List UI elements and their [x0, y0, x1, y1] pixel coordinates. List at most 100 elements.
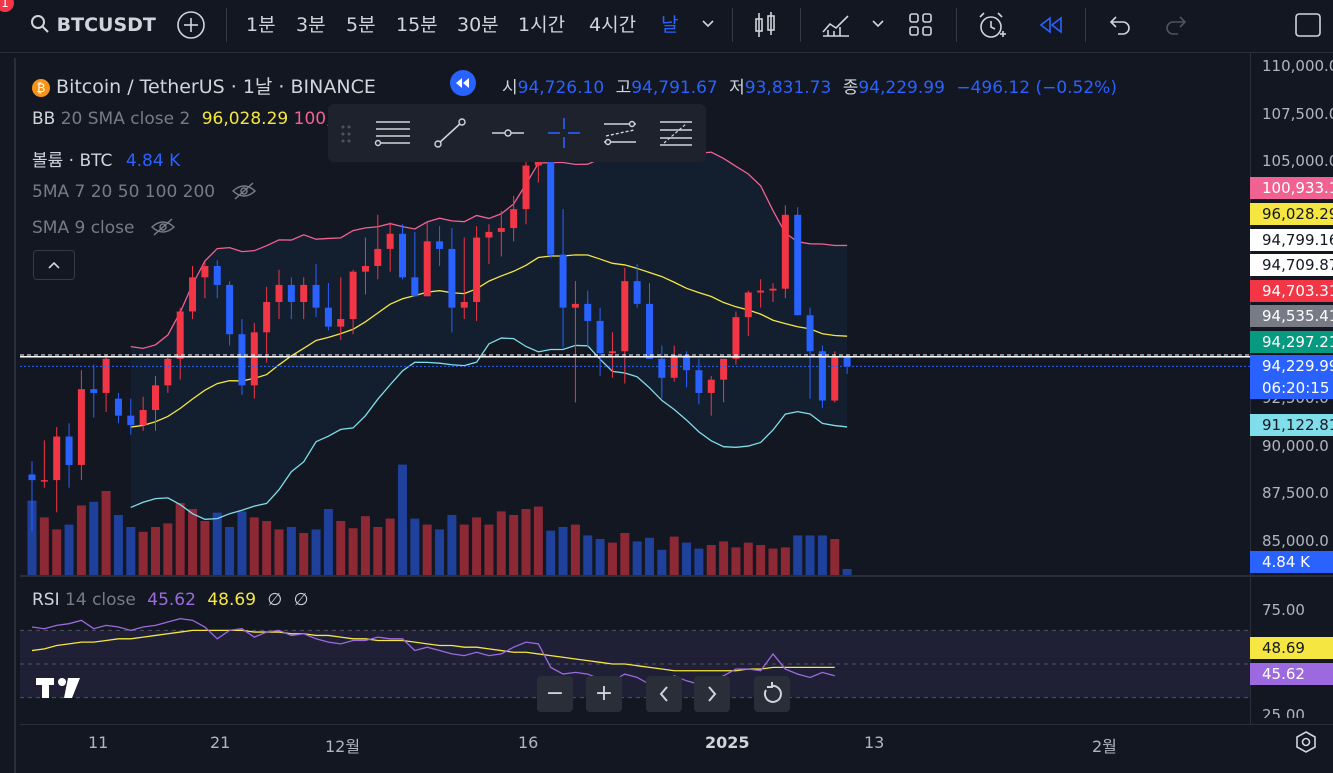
open-price-tag: 94,709.87 — [1250, 254, 1333, 276]
candle-body — [90, 389, 98, 393]
interval-1h[interactable]: 1시간 — [518, 14, 566, 36]
volume-bar — [558, 527, 568, 575]
left-panel-border — [14, 58, 16, 773]
interval-1m[interactable]: 1분 — [246, 14, 276, 36]
volume-bar — [151, 527, 160, 575]
volume-bar — [620, 533, 630, 575]
indicators-button[interactable] — [820, 10, 852, 40]
price-axis-label: 87,500.0 — [1262, 484, 1329, 502]
candle-body — [213, 265, 221, 285]
collapse-legend-button[interactable] — [33, 250, 75, 280]
volume-bar — [756, 545, 766, 575]
bb-legend[interactable]: BB 20 SMA close 2 96,028.29 100, — [32, 109, 331, 129]
volume-bar — [175, 503, 185, 575]
candle-body — [250, 332, 258, 386]
eye-off-icon[interactable] — [231, 181, 257, 201]
candle-body — [226, 284, 234, 335]
interval-1d[interactable]: 날 — [661, 14, 679, 36]
reset-chart-button[interactable] — [754, 676, 790, 712]
horizontal-ray-tool[interactable] — [488, 116, 528, 150]
candle-body — [670, 355, 678, 378]
interval-30m[interactable]: 30분 — [457, 14, 499, 36]
interval-dropdown[interactable] — [700, 10, 716, 40]
fib-retracement-tool[interactable] — [656, 116, 696, 150]
volume-bar — [410, 518, 420, 575]
parallel-channel-tool[interactable] — [600, 116, 640, 150]
candle-body — [448, 248, 456, 308]
horizontal-lines-tool[interactable] — [372, 116, 412, 150]
alarm-clock-icon — [979, 12, 1006, 38]
candle-body — [102, 358, 110, 393]
candle-body — [757, 290, 765, 293]
zoom-in-button[interactable]: + — [586, 676, 622, 712]
volume-bar — [113, 515, 123, 575]
trend-line-tool[interactable] — [430, 116, 470, 150]
high-price-tag: 94,799.16 — [1250, 229, 1333, 251]
symbol-legend[interactable]: ₿ Bitcoin / TetherUS · 1날 · BINANCE — [32, 72, 376, 99]
redo-button[interactable] — [1164, 10, 1190, 40]
time-axis-label: 12월 — [325, 737, 361, 756]
symbol-search-button[interactable]: BTCUSDT — [30, 10, 156, 40]
crosshair-tool[interactable] — [544, 116, 584, 150]
rewind-icon — [456, 78, 469, 88]
candle-body — [497, 228, 505, 232]
bb-fill — [130, 152, 848, 520]
change-value: −496.12 (−0.52%) — [956, 78, 1117, 98]
undo-button[interactable] — [1106, 10, 1132, 40]
scroll-right-button[interactable] — [694, 676, 730, 712]
pane-separator[interactable] — [20, 575, 1333, 577]
volume-bar — [645, 537, 654, 575]
volume-bar — [101, 491, 111, 575]
replay-button[interactable] — [1038, 10, 1064, 40]
scroll-left-button[interactable] — [646, 676, 682, 712]
time-axis-label: 16 — [518, 733, 539, 752]
candle-body — [769, 288, 777, 291]
volume-bar — [336, 521, 346, 575]
compare-add-button[interactable] — [176, 10, 206, 40]
volume-bar — [632, 541, 642, 575]
volume-bar — [89, 501, 99, 575]
volume-bar — [225, 527, 235, 575]
volume-bar — [385, 518, 395, 575]
time-axis-label: 13 — [864, 733, 885, 752]
rsi-pane[interactable] — [20, 578, 1250, 718]
ma-legend[interactable]: 5MA 7 20 50 100 200 — [32, 181, 257, 202]
drag-handle-icon[interactable] — [338, 122, 354, 146]
time-axis-label: 21 — [210, 733, 231, 752]
volume-bar — [27, 500, 37, 575]
rsi-ma-tag: 48.69 — [1250, 637, 1333, 659]
rsi-legend[interactable]: RSI 14 close 45.62 48.69 ∅ ∅ — [32, 590, 308, 610]
candle-body — [794, 214, 802, 316]
square-icon — [1295, 13, 1321, 37]
drawing-toolbar — [328, 104, 706, 162]
candle-body — [621, 281, 629, 352]
replay-toggle-button[interactable] — [450, 70, 476, 96]
alert-button[interactable] — [976, 10, 1008, 40]
interval-5m[interactable]: 5분 — [346, 14, 376, 36]
interval-4h[interactable]: 4시간 — [589, 14, 637, 36]
interval-15m[interactable]: 15분 — [396, 14, 438, 36]
sma9-legend[interactable]: SMA 9 close — [32, 217, 176, 238]
chart-type-button[interactable] — [752, 10, 778, 40]
volume-bar — [299, 533, 309, 575]
price-chart-pane[interactable] — [20, 58, 1250, 575]
interval-3m[interactable]: 3분 — [296, 14, 326, 36]
volume-bar — [496, 511, 506, 575]
candle-body — [411, 277, 419, 297]
candle-body — [114, 398, 122, 416]
fullscreen-button[interactable] — [1294, 10, 1322, 40]
volume-bar — [188, 509, 198, 575]
candle-body — [720, 358, 728, 380]
candle-body — [695, 370, 703, 393]
undo-icon — [1109, 16, 1130, 35]
tradingview-logo[interactable] — [34, 674, 84, 706]
volume-legend[interactable]: 볼륨 · BTC 4.84 K — [32, 146, 180, 171]
candle-body — [263, 301, 271, 333]
indicators-dropdown[interactable] — [870, 10, 886, 40]
chart-settings-button[interactable] — [1294, 730, 1318, 758]
candle-body — [818, 351, 826, 401]
zoom-out-button[interactable]: − — [537, 676, 573, 712]
eye-off-icon[interactable] — [150, 217, 176, 237]
low-label: 저 — [729, 78, 745, 98]
layouts-button[interactable] — [906, 10, 936, 40]
